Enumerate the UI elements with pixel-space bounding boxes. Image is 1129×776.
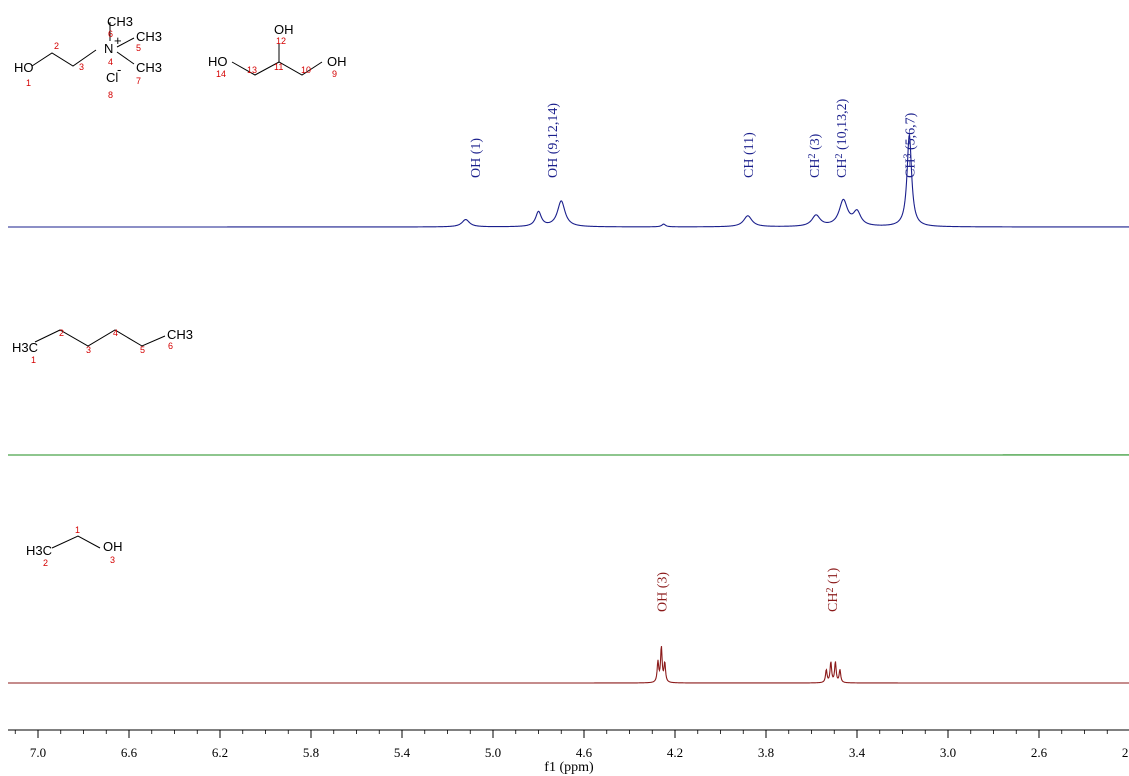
choline-num-6: 6 bbox=[108, 29, 113, 39]
choline-atom-ho: HO bbox=[14, 60, 34, 75]
hexane-atom-ch3: CH3 bbox=[167, 327, 193, 342]
ethanol-bonds bbox=[51, 535, 101, 549]
ethanol-num-1: 1 bbox=[75, 525, 80, 535]
x-tick-label: 2.2 bbox=[1122, 745, 1129, 760]
x-tick-label: 6.6 bbox=[121, 745, 138, 760]
glycerol-num-14: 14 bbox=[216, 69, 226, 79]
peak-label: OH (3) bbox=[655, 572, 670, 612]
hexane-num-2: 2 bbox=[59, 328, 64, 338]
choline-atom-ch3-top: CH3 bbox=[107, 14, 133, 29]
peak-label: OH (9,12,14) bbox=[546, 103, 561, 178]
spectrum-line-1 bbox=[8, 133, 1129, 228]
glycerol-num-9: 9 bbox=[332, 69, 337, 79]
choline-num-3: 3 bbox=[79, 62, 84, 72]
x-tick-label: 7.0 bbox=[30, 745, 46, 760]
hexane-num-3: 3 bbox=[86, 345, 91, 355]
choline-atom-cl: Cl bbox=[106, 70, 118, 85]
hexane-num-6: 6 bbox=[168, 341, 173, 351]
glycerol-structure: HO OH OH 9 10 11 12 13 14 bbox=[208, 22, 347, 79]
glycerol-atom-oh-top: OH bbox=[274, 22, 294, 37]
peak-label: CH2 (1) bbox=[825, 567, 841, 612]
choline-num-1: 1 bbox=[26, 78, 31, 88]
choline-atom-plus: + bbox=[114, 33, 122, 48]
x-tick-label: 4.2 bbox=[667, 745, 683, 760]
x-tick-label: 5.8 bbox=[303, 745, 319, 760]
glycerol-atom-ho: HO bbox=[208, 54, 228, 69]
peak-label: CH2 (3) bbox=[807, 133, 823, 178]
ethanol-num-2: 2 bbox=[43, 558, 48, 568]
ethanol-atom-h3c: H3C bbox=[26, 543, 52, 558]
peak-label: OH (1) bbox=[469, 138, 484, 178]
choline-num-8: 8 bbox=[108, 90, 113, 100]
ethanol-num-3: 3 bbox=[110, 555, 115, 565]
x-tick-label: 3.0 bbox=[940, 745, 956, 760]
choline-bond-n-ch3-bottom bbox=[116, 51, 135, 65]
hexane-num-5: 5 bbox=[140, 345, 145, 355]
glycerol-num-11: 11 bbox=[274, 62, 283, 72]
glycerol-num-10: 10 bbox=[301, 65, 311, 75]
hexane-num-4: 4 bbox=[113, 328, 118, 338]
x-tick-label: 3.4 bbox=[849, 745, 866, 760]
glycerol-atom-oh-right: OH bbox=[327, 54, 347, 69]
peak-label: CH (11) bbox=[742, 132, 757, 178]
x-axis-label: f1 (ppm) bbox=[544, 760, 594, 775]
choline-atom-n: N bbox=[104, 41, 113, 56]
x-axis-ticks: 7.06.66.25.85.45.04.64.23.83.43.02.62.21… bbox=[14, 730, 1129, 760]
spectra-group bbox=[8, 133, 1129, 684]
choline-num-5: 5 bbox=[136, 43, 141, 53]
choline-bond-n-ch3-right bbox=[116, 37, 135, 48]
peak-label: CH2 (10,13,2) bbox=[834, 98, 850, 178]
choline-atom-ch3-bottom: CH3 bbox=[136, 60, 162, 75]
x-tick-label: 5.4 bbox=[394, 745, 411, 760]
ethanol-atom-oh: OH bbox=[103, 539, 123, 554]
glycerol-num-13: 13 bbox=[247, 65, 257, 75]
glycerol-num-12: 12 bbox=[276, 36, 286, 46]
hexane-atom-h3c: H3C bbox=[12, 340, 38, 355]
hexane-bonds bbox=[34, 329, 166, 347]
choline-atom-minus: - bbox=[117, 62, 121, 77]
choline-num-7: 7 bbox=[136, 76, 141, 86]
choline-num-4: 4 bbox=[108, 57, 113, 67]
spectrum-line-3 bbox=[8, 646, 1129, 684]
x-tick-label: 4.6 bbox=[576, 745, 593, 760]
x-tick-label: 5.0 bbox=[485, 745, 501, 760]
x-tick-label: 2.6 bbox=[1031, 745, 1048, 760]
choline-num-2: 2 bbox=[54, 41, 59, 51]
choline-bonds bbox=[31, 49, 97, 67]
ethanol-structure: H3C OH 1 2 3 bbox=[26, 525, 123, 568]
choline-atom-ch3-right: CH3 bbox=[136, 29, 162, 44]
peak-labels-group: OH (1) OH (9,12,14) CH (11) CH2 (3) CH2 (10,… bbox=[469, 98, 919, 612]
hexane-num-1: 1 bbox=[31, 355, 36, 365]
hexane-structure: H3C CH3 1 2 3 4 5 6 bbox=[12, 327, 193, 365]
x-tick-label: 3.8 bbox=[758, 745, 774, 760]
x-tick-label: 6.2 bbox=[212, 745, 228, 760]
peak-label: CH3 (5,6,7) bbox=[902, 112, 918, 178]
choline-chloride-structure: HO N + CH3 CH3 CH3 Cl - 1 2 3 4 5 6 7 8 bbox=[14, 14, 162, 100]
